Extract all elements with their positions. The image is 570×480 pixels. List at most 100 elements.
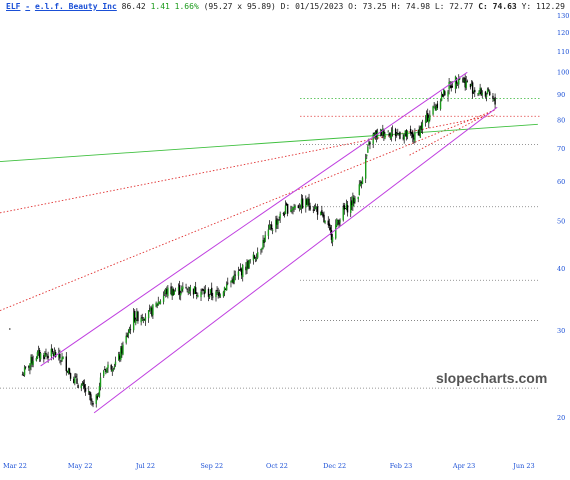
y-axis-ticks: 20 30 40 50 60 70 80 90 100 110 120 130 xyxy=(557,12,569,422)
candle-body xyxy=(262,239,264,249)
candle-body xyxy=(465,81,467,88)
candle-body xyxy=(215,291,217,298)
candle-body xyxy=(441,94,444,97)
candle-body xyxy=(185,287,187,289)
candle-body xyxy=(464,77,466,88)
candle-body xyxy=(330,229,333,240)
symbol-label[interactable]: ELF xyxy=(6,2,21,11)
candle-body xyxy=(282,213,285,215)
y-tick-label: 60 xyxy=(557,178,565,186)
y-tick-label: 120 xyxy=(557,29,569,37)
candle-body xyxy=(255,258,258,260)
candle-body xyxy=(413,137,415,140)
channel-line xyxy=(40,71,468,367)
candle-body xyxy=(443,89,445,95)
candle-body xyxy=(321,210,323,214)
candle-body xyxy=(366,154,368,157)
candle-body xyxy=(359,183,362,186)
candle-body xyxy=(149,308,151,310)
candle-body xyxy=(223,287,226,293)
candle-body xyxy=(248,259,250,268)
candle-body xyxy=(156,304,158,306)
candle-body xyxy=(233,275,235,283)
trend-lines xyxy=(0,123,538,163)
candle-body xyxy=(471,82,474,94)
candle-body xyxy=(89,391,91,395)
candle-body xyxy=(294,205,296,208)
candle-body xyxy=(171,288,173,296)
candle-body xyxy=(208,295,211,298)
candle-body xyxy=(141,317,143,319)
candle-body xyxy=(342,207,344,221)
candle-body xyxy=(358,184,360,196)
candle-body xyxy=(328,223,331,227)
candle-body xyxy=(113,366,116,369)
candle-body xyxy=(383,129,385,137)
candle-body xyxy=(60,360,62,362)
y-tick-label: 110 xyxy=(557,48,569,56)
candle-body xyxy=(308,198,310,206)
candle-body xyxy=(103,370,105,377)
candle-body xyxy=(424,120,427,123)
candle-body xyxy=(37,350,40,354)
close-readout: C: 74.63 xyxy=(478,2,517,11)
candle-body xyxy=(67,369,70,374)
candle-body xyxy=(95,394,97,404)
candle-body xyxy=(290,209,292,212)
candle-body xyxy=(284,205,287,214)
candle-body xyxy=(486,89,489,94)
y-tick-label: 130 xyxy=(557,12,569,20)
candle-body xyxy=(61,357,63,361)
candle-body xyxy=(45,353,47,355)
candle-body xyxy=(492,95,494,99)
candle-body xyxy=(344,208,347,209)
candle-body xyxy=(450,85,452,88)
candle-body xyxy=(224,289,227,290)
candle-body xyxy=(88,391,90,393)
candle-body xyxy=(96,395,99,399)
candle-body xyxy=(379,129,382,132)
candle-body xyxy=(477,93,479,95)
y-tick-label: 80 xyxy=(557,116,565,124)
candle-body xyxy=(320,211,322,215)
candle-body xyxy=(81,383,84,386)
candle-body xyxy=(397,132,399,134)
candle-body xyxy=(74,377,76,384)
company-name[interactable]: e.l.f. Beauty Inc xyxy=(34,2,117,11)
candle-body xyxy=(204,289,207,293)
y-readout: Y: 112.29 xyxy=(521,2,565,11)
candle-body xyxy=(470,84,473,86)
candle-body xyxy=(54,352,57,358)
candle-body xyxy=(240,268,243,276)
candle-body xyxy=(396,133,398,135)
candle-body xyxy=(435,105,437,111)
candle-body xyxy=(343,205,346,210)
candle-body xyxy=(177,287,180,291)
candle-body xyxy=(390,132,393,139)
candle-body xyxy=(421,122,424,129)
candle-body xyxy=(91,400,93,402)
candle-body xyxy=(412,132,414,138)
last-price: 86.42 xyxy=(121,2,146,11)
candle-body xyxy=(53,352,56,357)
candle-body xyxy=(481,92,483,95)
candle-body xyxy=(297,205,300,209)
candle-body xyxy=(21,374,24,376)
candle-body xyxy=(484,91,487,97)
candle-body xyxy=(480,88,482,96)
candle-body xyxy=(47,355,49,359)
candle-body xyxy=(231,279,233,283)
candle-body xyxy=(75,376,77,378)
candle-body xyxy=(493,98,495,101)
candle-body xyxy=(403,134,405,140)
candle-body xyxy=(128,328,131,333)
candle-body xyxy=(277,220,279,225)
candle-body xyxy=(409,128,412,134)
y-tick-label: 90 xyxy=(557,91,565,99)
candle-body xyxy=(451,85,454,88)
candle-body xyxy=(369,142,371,145)
x-tick-label: Jun 23 xyxy=(512,462,534,470)
candle-body xyxy=(29,363,31,370)
candle-body xyxy=(28,366,30,368)
